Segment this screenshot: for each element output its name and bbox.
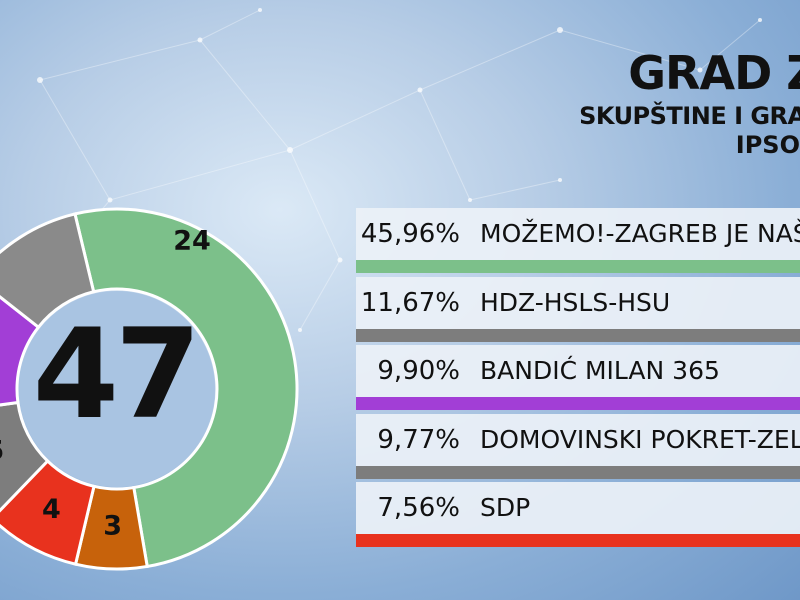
result-row-background (356, 276, 800, 329)
donut-slice-4 (0, 295, 41, 407)
donut-slice-label-2: 4 (42, 494, 61, 525)
result-row-background (356, 208, 800, 260)
donut-slice-label-3: 5 (0, 435, 4, 466)
result-color-stripe (356, 465, 800, 479)
result-percent: 9,77% (377, 424, 460, 455)
result-row-background (356, 413, 800, 466)
result-row-background (356, 345, 800, 397)
result-row: 11,67% HDZ-HSLS-HSU (356, 276, 800, 343)
results-table: 45,96% MOŽEMO!-ZAGREB JE NAŠ!-I 11,67% HDZ-… (356, 208, 800, 551)
result-row: 7,56% SDP (356, 482, 800, 548)
result-color-stripe (356, 260, 800, 273)
page-subtitle: SKUPŠTINE I GRADSKA (579, 102, 800, 130)
result-party-name: HDZ-HSLS-HSU (480, 287, 671, 317)
result-party-name: BANDIĆ MILAN 365 (480, 356, 720, 385)
total-seats: 47 (32, 303, 202, 447)
donut-slice-0 (73, 207, 299, 569)
result-percent: 7,56% (377, 493, 460, 523)
result-color-stripe (356, 328, 800, 342)
result-party-name: SDP (480, 493, 531, 522)
donut-slice-5 (0, 212, 96, 330)
result-percent: 11,67% (360, 287, 460, 318)
result-percent: 9,90% (377, 356, 460, 386)
result-color-stripe (356, 534, 800, 547)
result-percent: 45,96% (360, 219, 460, 249)
donut-slice-label-1: 3 (103, 510, 122, 541)
result-party-name: MOŽEMO!-ZAGREB JE NAŠ!-I (480, 219, 800, 248)
page-title: GRAD ZAG (628, 46, 800, 100)
result-row: 9,77% DOMOVINSKI POKRET-ZELEN (356, 413, 800, 480)
donut-slice-3 (0, 400, 50, 513)
donut-center (19, 291, 215, 487)
result-color-stripe (356, 397, 800, 410)
poll-source: IPSO (735, 131, 800, 159)
result-row: 45,96% MOŽEMO!-ZAGREB JE NAŠ!-I (356, 208, 800, 274)
header: GRAD ZAG SKUPŠTINE I GRADSKA IPSO (440, 46, 800, 166)
donut-slice-label-0: 24 (173, 226, 211, 257)
result-row: 9,90% BANDIĆ MILAN 365 (356, 345, 800, 411)
result-party-name: DOMOVINSKI POKRET-ZELEN (480, 424, 800, 454)
result-row-background (356, 482, 800, 534)
